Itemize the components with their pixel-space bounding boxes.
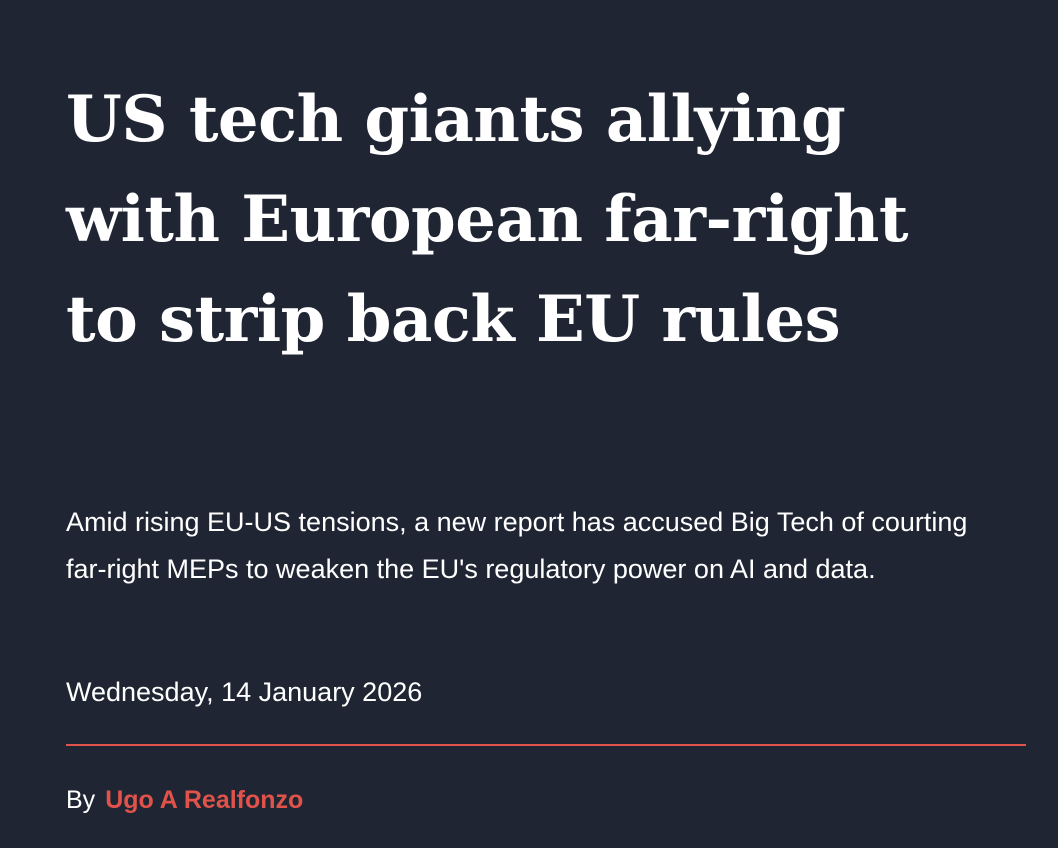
date: Wednesday, 14 January 2026 — [66, 677, 423, 707]
standfirst: Amid rising EU-US tensions, a new report… — [66, 507, 968, 584]
divider — [66, 744, 1026, 746]
author-link[interactable]: Ugo A Realfonzo — [105, 786, 304, 814]
headline: US tech giants allying with European far… — [66, 82, 908, 357]
byline-prefix: By — [66, 786, 96, 814]
byline: By Ugo A Realfonzo — [66, 782, 303, 818]
